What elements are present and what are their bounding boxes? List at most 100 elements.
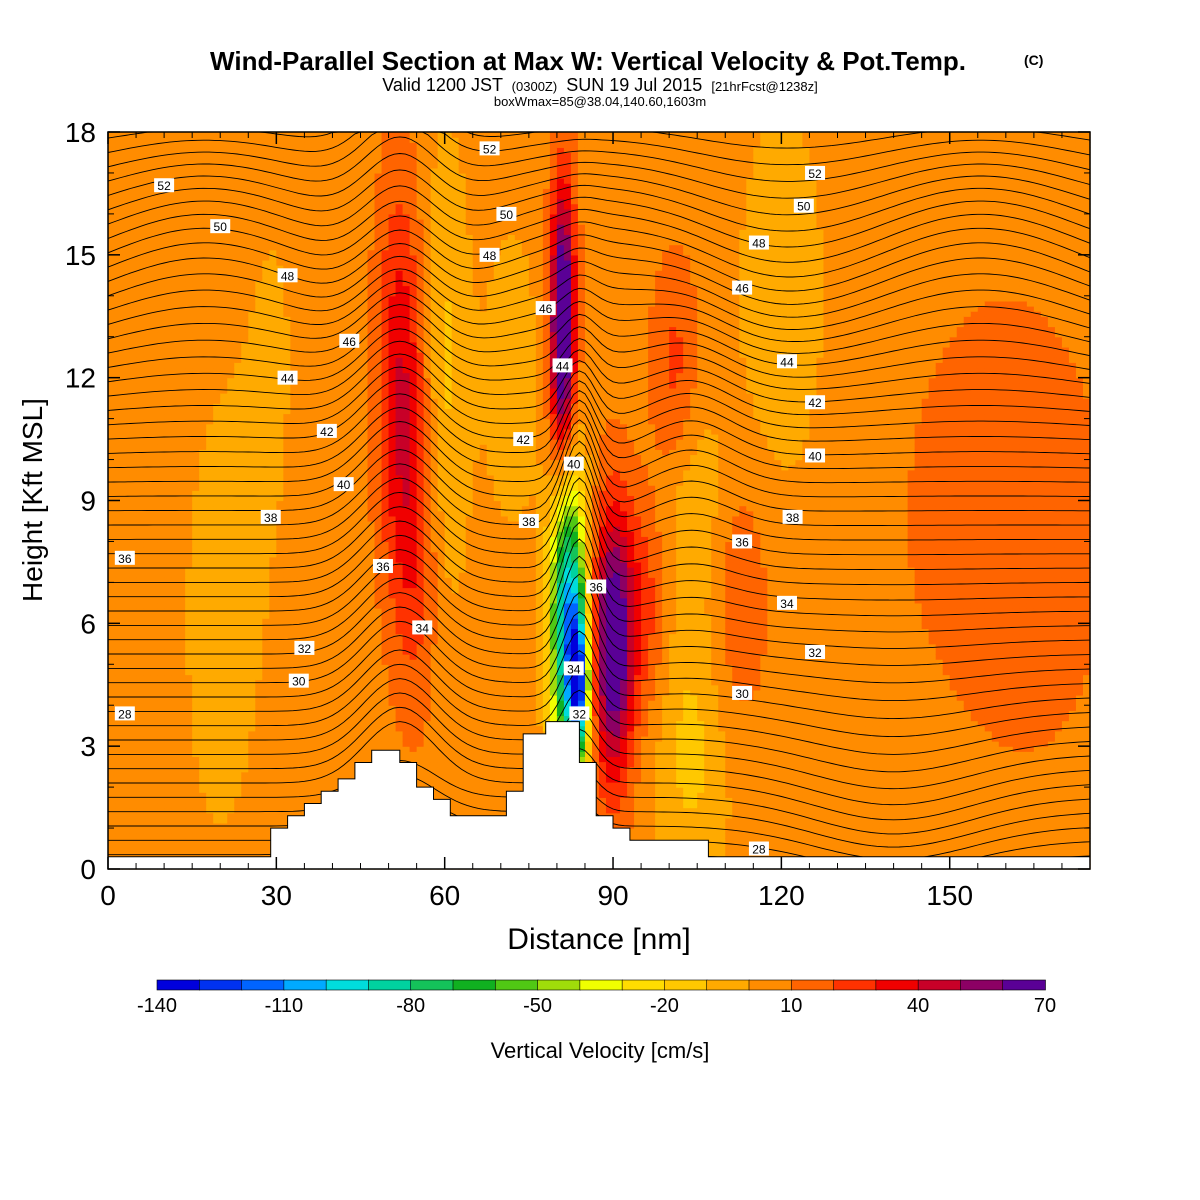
velocity-cell [346,546,355,553]
velocity-cell [318,469,327,476]
velocity-cell [136,454,144,461]
velocity-cell [122,382,130,389]
velocity-cell [332,582,341,589]
velocity-cell [269,582,277,589]
velocity-cell [192,510,200,517]
velocity-cell [227,490,235,496]
velocity-cell [192,643,200,650]
velocity-cell [143,393,151,399]
velocity-cell [304,172,313,179]
velocity-cell [213,183,221,189]
velocity-cell [304,787,313,793]
velocity-cell [157,229,165,235]
velocity-cell [227,556,235,563]
velocity-cell [171,331,179,338]
velocity-cell [164,654,172,660]
velocity-cell [115,474,123,481]
velocity-cell [178,490,186,496]
velocity-cell [269,183,277,189]
velocity-cell [283,423,291,430]
velocity-cell [248,648,256,655]
velocity-cell [248,398,256,404]
velocity-cell [248,444,256,450]
velocity-cell [325,336,334,343]
velocity-cell [227,781,235,788]
velocity-cell [269,418,277,425]
velocity-cell [192,776,200,783]
velocity-cell [178,700,186,706]
velocity-cell [185,572,193,578]
velocity-cell [213,142,221,148]
velocity-cell [192,766,200,773]
velocity-cell [339,234,348,241]
velocity-cell [290,285,298,292]
velocity-cell [206,290,214,297]
velocity-cell [213,597,221,604]
velocity-cell [311,679,320,686]
velocity-cell [199,648,207,655]
velocity-cell [276,157,284,164]
velocity-cell [115,735,123,742]
velocity-cell [227,833,235,839]
velocity-cell [164,352,172,358]
velocity-cell [297,249,305,256]
velocity-cell [339,219,348,225]
velocity-cell [227,546,235,553]
velocity-cell [220,234,228,241]
velocity-cell [199,495,207,502]
velocity-cell [262,648,270,655]
velocity-cell [122,306,130,312]
velocity-cell [339,428,348,435]
velocity-cell [339,607,348,614]
velocity-cell [213,265,221,271]
velocity-cell [311,582,320,589]
velocity-cell [318,776,327,783]
velocity-cell [283,167,291,174]
velocity-cell [234,311,242,317]
velocity-cell [332,607,341,614]
velocity-cell [192,659,200,665]
velocity-cell [269,352,277,358]
velocity-cell [206,730,214,737]
velocity-cell [108,295,116,302]
velocity-cell [241,817,249,824]
velocity-cell [178,290,186,297]
velocity-cell [206,377,214,384]
velocity-cell [234,515,242,522]
velocity-cell [178,710,186,717]
velocity-cell [276,188,284,195]
velocity-cell [220,357,228,363]
velocity-cell [199,792,207,798]
velocity-cell [178,198,186,205]
velocity-cell [297,485,305,491]
velocity-cell [157,669,165,676]
velocity-cell [297,505,305,512]
velocity-cell [346,577,355,583]
velocity-cell [332,382,341,389]
velocity-cell [122,183,130,189]
velocity-cell [178,480,186,486]
velocity-cell [178,408,186,415]
velocity-cell [185,208,193,215]
velocity-cell [178,346,186,353]
velocity-cell [234,730,242,737]
velocity-cell [220,520,228,527]
velocity-cell [241,336,249,343]
velocity-cell [213,669,221,676]
velocity-cell [143,720,151,727]
velocity-cell [108,142,116,148]
velocity-cell [178,797,186,804]
velocity-cell [318,331,327,338]
velocity-cell [185,367,193,374]
velocity-cell [262,700,270,706]
velocity-cell [143,157,151,164]
velocity-cell [122,802,130,809]
velocity-cell [213,372,221,379]
velocity-cell [185,387,193,394]
velocity-cell [164,797,172,804]
velocity-cell [220,684,228,691]
velocity-cell [248,162,256,169]
velocity-cell [262,638,270,645]
velocity-cell [206,797,214,804]
velocity-cell [318,705,327,711]
